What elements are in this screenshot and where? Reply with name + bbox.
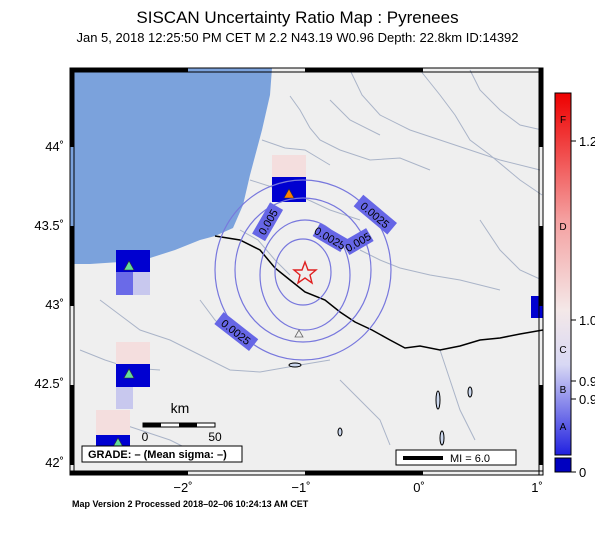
colorbar-value: 0.9 xyxy=(579,374,595,389)
lon-tick: −1˚ xyxy=(291,480,310,495)
grade-letter: F xyxy=(560,115,566,126)
colorbar-value: 1.0 xyxy=(579,313,595,328)
uncertainty-contours xyxy=(214,179,392,361)
lat-tick: 44˚ xyxy=(45,139,64,154)
map-border xyxy=(69,67,544,476)
station-triangle-icon[interactable] xyxy=(294,329,304,338)
scale-bar: km 0 50 xyxy=(142,400,222,444)
lon-tick: 1˚ xyxy=(531,480,543,495)
grade-letter: B xyxy=(560,385,567,396)
scale-tick: 50 xyxy=(208,430,222,444)
lat-tick: 43˚ xyxy=(45,297,64,312)
lon-axis: −2˚ −1˚ 0˚ 1˚ xyxy=(173,480,542,495)
colorbar-value: 0.9 xyxy=(579,392,595,407)
colorbar: F D C B A 1.2 1.0 0.9 0.9 0 xyxy=(554,92,595,480)
mi-legend: MI = 6.0 xyxy=(395,449,517,466)
lat-axis: 44˚ 43.5˚ 43˚ 42.5˚ 42˚ xyxy=(34,139,64,470)
lon-tick: 0˚ xyxy=(413,480,425,495)
epicenter-star-icon[interactable] xyxy=(292,260,318,285)
map-panel[interactable]: 0.0025 0.005 0.0025 0.005 0.0025 xyxy=(69,67,544,476)
map-title: SISCAN Uncertainty Ratio Map : Pyrenees xyxy=(136,8,459,27)
grade-letter: C xyxy=(559,345,566,356)
mi-legend-text: MI = 6.0 xyxy=(450,453,490,465)
grade-letter: A xyxy=(560,422,567,433)
colorbar-value: 0 xyxy=(579,465,586,480)
lat-tick: 43.5˚ xyxy=(34,218,64,233)
colorbar-value: 1.2 xyxy=(579,134,595,149)
station-triangle-icon[interactable] xyxy=(123,368,135,379)
event-subtitle: Jan 5, 2018 12:25:50 PM CET M 2.2 N43.19… xyxy=(76,30,519,45)
grade-letter: D xyxy=(559,222,566,233)
station-markers xyxy=(112,188,304,448)
scale-tick: 0 xyxy=(142,430,149,444)
scale-label: km xyxy=(171,400,190,416)
station-triangle-icon[interactable] xyxy=(283,188,295,199)
lon-tick: −2˚ xyxy=(173,480,192,495)
grade-text: GRADE: – (Mean sigma: –) xyxy=(88,449,227,461)
sea-area xyxy=(70,68,272,264)
station-triangle-icon[interactable] xyxy=(123,260,135,271)
map-footer: Map Version 2 Processed 2018–02–06 10:24… xyxy=(72,499,309,509)
lat-tick: 42.5˚ xyxy=(34,376,64,391)
reservoirs xyxy=(288,362,473,446)
lat-tick: 42˚ xyxy=(45,455,64,470)
grade-box: GRADE: – (Mean sigma: –) xyxy=(81,445,243,463)
